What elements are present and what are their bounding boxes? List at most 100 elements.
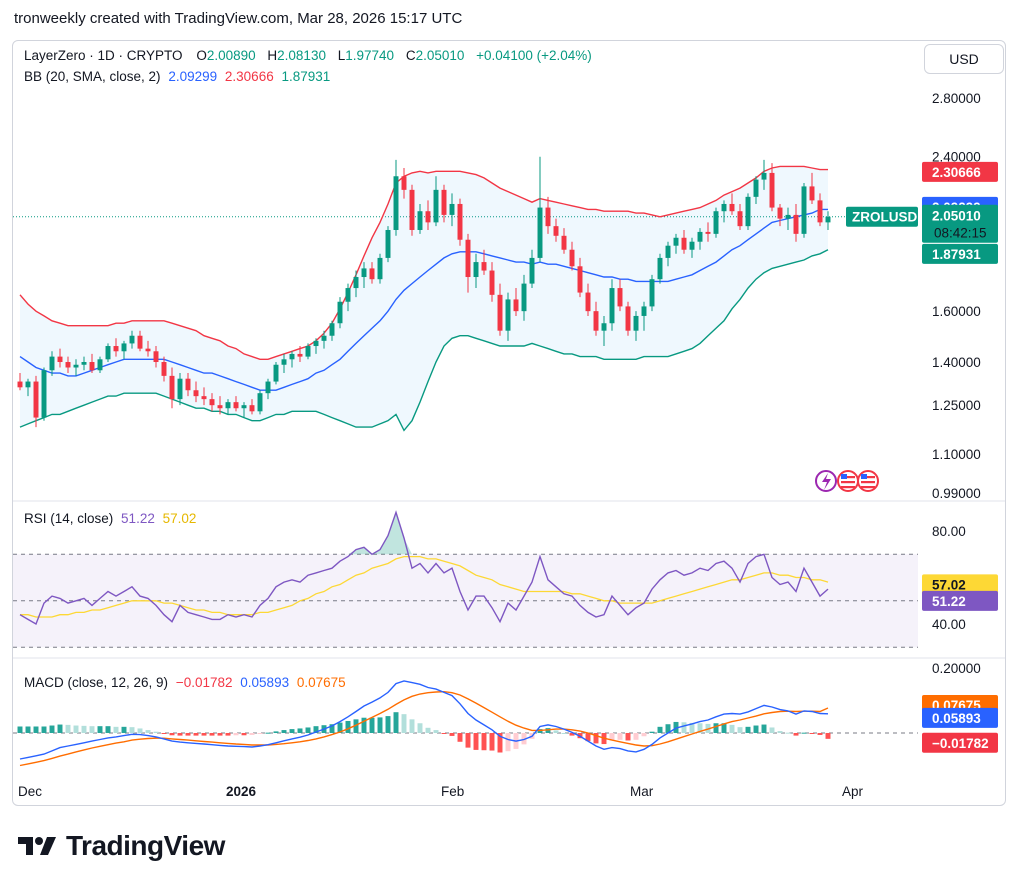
open-label: O [196,48,207,63]
candle [721,200,727,223]
candle [145,340,151,357]
pane-separators [13,216,1005,659]
candle [457,198,463,246]
currency-selector[interactable]: USD [924,44,1004,74]
macd-hist-bar [273,731,279,733]
main-legend[interactable]: LayerZero · 1D · CRYPTO O2.00890 H2.0813… [24,48,596,63]
candle [353,270,359,298]
candle [385,226,391,263]
candle [729,193,735,215]
candle [289,351,295,368]
macd-hist-bar [377,717,383,733]
candle-body [289,353,295,360]
candle-body [201,396,207,400]
candle-body [441,189,447,215]
candle-body [753,179,759,197]
candle-body [273,364,279,382]
macd-price-label-bg [922,707,998,728]
candle-body [73,364,79,368]
tradingview-logo[interactable]: TradingView [18,830,225,862]
bb-title: BB (20, SMA, close, 2) [24,69,161,84]
candle-body [425,211,431,223]
macd-hist-bar [473,733,479,750]
price-tick-label: 1.40000 [932,355,981,370]
candle [641,301,647,331]
macd-hist-bar [345,720,351,733]
price-tick-label: 1.25000 [932,398,981,413]
candle [593,301,599,336]
candle-body [249,405,255,412]
macd-hist-bar [153,731,159,733]
macd-hist-bar [593,733,599,744]
candle [601,315,607,347]
macd-hist-bar [121,726,127,733]
candle [225,399,231,415]
candle [793,203,799,242]
candle-body [321,335,327,341]
candle [121,340,127,360]
rsi-price-label: 51.22 [932,594,966,609]
candle-body [689,241,695,250]
candle-body [633,315,639,331]
macd-hist-bar [393,712,399,733]
candle [81,356,87,371]
flag-stripe [861,486,875,489]
candle-body [161,362,167,376]
macd-hist-bar [281,730,287,733]
candle [521,274,527,321]
candle-body [729,203,735,212]
rsi-value: 51.22 [121,511,155,526]
candle-body [777,207,783,219]
macd-hist-bar [649,731,655,733]
macd-hist-bar [105,726,111,733]
rsi-legend[interactable]: RSI (14, close) 51.22 57.02 [24,511,200,526]
macd-hist-bar [697,723,703,733]
macd-hist-bar [689,722,695,733]
candle-body [681,237,687,250]
candle-body [593,311,599,331]
candle-body [385,229,391,258]
flag-stripe [841,486,855,489]
candle-body [169,375,175,400]
candle [505,292,511,341]
candle [633,311,639,341]
candle [313,338,319,354]
macd-hist-bar [57,724,63,733]
macd-hist-bar [289,729,295,733]
macd-hist-bar [617,733,623,740]
candle-body [233,402,239,409]
macd-hist-bar [737,727,743,733]
macd-hist-bar [89,726,95,733]
macd-hist-bar [353,719,359,733]
candle [737,203,743,230]
candle-body [417,211,423,230]
candle [129,330,135,349]
macd-hist-bar [193,733,199,736]
candle [153,346,159,368]
candle [689,237,695,258]
candle [169,367,175,409]
candle [817,193,823,227]
candle-body [41,370,47,418]
macd-legend[interactable]: MACD (close, 12, 26, 9) −0.01782 0.05893… [24,675,350,690]
candle-body [345,288,351,302]
macd-hist-bar [633,733,639,740]
macd-hist-bar [777,731,783,733]
candle [825,211,831,230]
candle-body [721,203,727,212]
macd-hist-bar [257,733,263,734]
candle-body [89,362,95,371]
candle-body [809,186,815,201]
candle [409,184,415,236]
rsi-ma-line [20,555,829,618]
candle [609,279,615,331]
candle-body [489,270,495,295]
rsi-ma-price-label-bg [922,574,998,595]
event-icons[interactable] [815,470,879,492]
macd-hist-bar [561,733,567,734]
macd-hist-bar [137,728,143,733]
bb-legend[interactable]: BB (20, SMA, close, 2) 2.09299 2.30666 1… [24,69,334,84]
flag-stripe [861,476,875,479]
macd-hist-bar [817,733,823,735]
